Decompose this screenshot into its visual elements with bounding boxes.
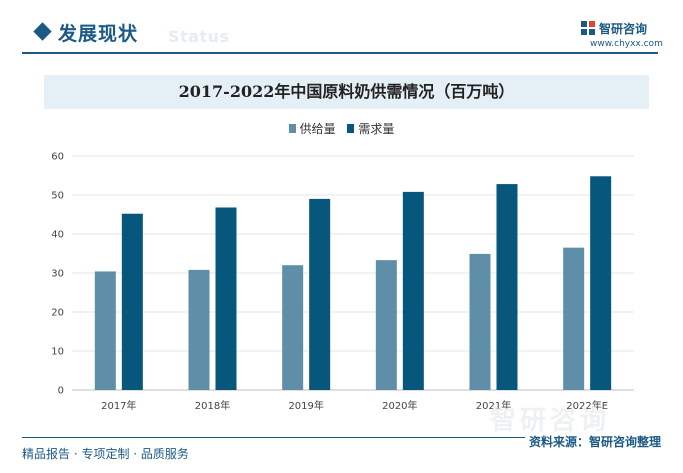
bar-demand — [309, 198, 331, 390]
source-note: 资料来源：智研咨询整理 — [524, 433, 661, 450]
bar-demand — [402, 191, 424, 390]
legend-swatch-supply — [288, 124, 296, 133]
x-tick-label: 2020年 — [382, 399, 417, 412]
y-tick-label: 10 — [51, 347, 64, 358]
footer-divider — [22, 437, 658, 438]
x-tick-label: 2019年 — [288, 399, 323, 412]
bar-demand — [215, 207, 237, 390]
chart-title: 2017-2022年中国原料奶供需情况（百万吨） — [178, 82, 515, 101]
bar-supply — [375, 260, 397, 390]
watermark-text: 智研咨询 — [490, 406, 611, 436]
legend-label-supply: 供给量 — [299, 122, 336, 136]
y-tick-label: 0 — [58, 386, 64, 397]
y-tick-label: 20 — [51, 308, 64, 319]
y-tick-label: 50 — [51, 191, 64, 202]
chart-title-band: 2017-2022年中国原料奶供需情况（百万吨） — [44, 75, 649, 109]
bar-supply — [469, 253, 491, 390]
chart-legend: 供给量 需求量 — [0, 120, 683, 138]
header-divider — [22, 52, 658, 54]
bar-supply — [563, 247, 585, 390]
brand-name: 智研咨询 — [599, 22, 648, 36]
x-tick-label: 2022年E — [566, 399, 608, 412]
brand-url: www.chyxx.com — [590, 39, 663, 49]
legend-label-demand: 需求量 — [358, 122, 395, 136]
x-tick-label: 2021年 — [476, 399, 511, 412]
x-tick-label: 2018年 — [195, 399, 230, 412]
bar-supply — [94, 271, 116, 390]
bar-demand — [121, 213, 143, 390]
bar-demand — [590, 176, 612, 390]
legend-item-demand: 需求量 — [347, 120, 394, 137]
y-tick-label: 30 — [51, 269, 64, 280]
bar-supply — [282, 265, 304, 390]
section-title: 发展现状 — [58, 23, 139, 45]
bar-demand — [496, 184, 518, 390]
brand-logo-icon — [581, 21, 595, 35]
brand: 智研咨询 www.chyxx.com — [580, 20, 670, 50]
footer-slogan: 精品报告 · 专项定制 · 品质服务 — [22, 447, 189, 461]
bar-supply — [188, 269, 210, 390]
header: Status 发展现状 智研咨询 www.chyxx.com — [0, 0, 683, 58]
section-ghost-text: Status — [168, 27, 230, 46]
legend-item-supply: 供给量 — [288, 120, 336, 137]
legend-swatch-demand — [347, 124, 355, 133]
y-tick-label: 40 — [51, 230, 64, 241]
y-tick-label: 60 — [51, 152, 64, 163]
x-tick-label: 2017年 — [101, 399, 136, 412]
